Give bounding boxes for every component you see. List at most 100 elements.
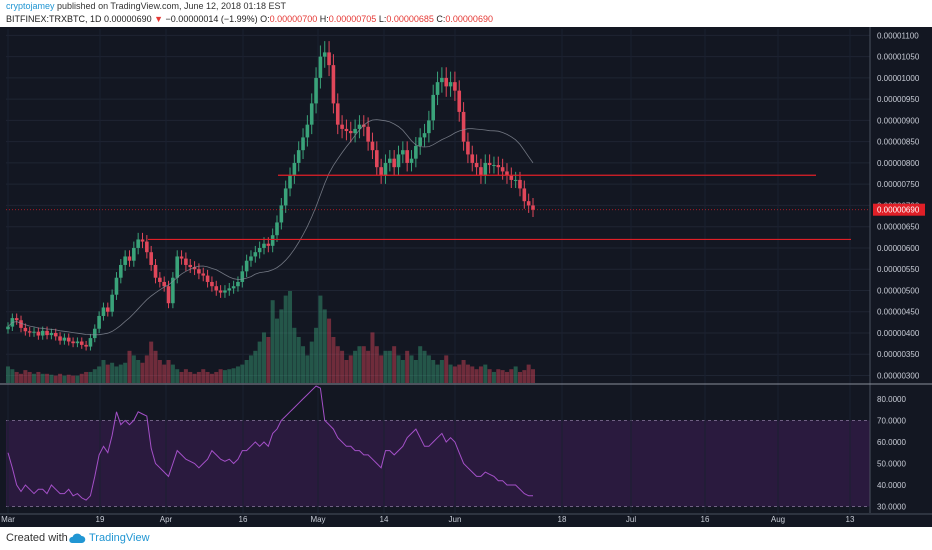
volume-bar — [383, 350, 388, 383]
candle-body — [19, 320, 23, 328]
candle-body — [448, 82, 453, 87]
volume-bar — [23, 370, 28, 383]
candle-body — [444, 77, 449, 87]
volume-bar — [357, 346, 362, 383]
high-value: 0.00000705 — [328, 14, 377, 24]
candle-body — [474, 162, 479, 168]
candle-body — [210, 281, 214, 287]
volume-bar — [387, 350, 392, 383]
volume-bar — [340, 350, 345, 383]
chart-area[interactable]: 0.00001100 0.00001050 0.00001000 0.00000950… — [0, 27, 932, 527]
low-label: L: — [378, 14, 387, 24]
volume-bar — [266, 337, 271, 383]
volume-bar — [314, 327, 319, 383]
price-tick-label: 0.00001100 — [877, 31, 919, 40]
high-label: H: — [319, 14, 329, 24]
volume-bar — [170, 364, 175, 383]
candle-body — [392, 158, 396, 168]
volume-bar — [144, 355, 149, 383]
candle-body — [231, 286, 236, 289]
date-tick-label: 16 — [239, 515, 248, 524]
candle-body — [309, 103, 314, 125]
volume-bar — [413, 360, 418, 383]
candle-body — [175, 256, 180, 278]
date-tick-label: Mar — [1, 515, 15, 524]
candle-body — [110, 294, 114, 312]
price-tick-label: 0.00000450 — [877, 308, 920, 317]
candle-body — [344, 128, 349, 132]
candle-body — [383, 162, 388, 176]
candle-body — [132, 247, 136, 261]
volume-bar — [444, 355, 449, 383]
volume-bar — [261, 332, 266, 383]
volume-bar — [478, 366, 483, 383]
price-tick-label: 0.00000750 — [877, 180, 920, 189]
candle-body — [32, 331, 36, 333]
volume-bar — [71, 375, 76, 383]
candle-body — [62, 337, 67, 341]
rsi-tick-label: 30.0000 — [877, 503, 906, 512]
candle-body — [288, 175, 292, 189]
volume-bar — [526, 364, 531, 383]
open-value: 0.00000700 — [269, 14, 318, 24]
volume-bar — [192, 373, 197, 383]
volume-bar — [97, 366, 102, 383]
candle-body — [253, 252, 258, 257]
candle-body — [470, 154, 475, 163]
publish-line: cryptojamey published on TradingView.com… — [6, 1, 286, 11]
volume-bar — [196, 371, 201, 383]
volume-bar — [474, 369, 479, 383]
price-tick-label: 0.00000850 — [877, 138, 920, 147]
volume-bar — [201, 369, 206, 383]
volume-bar — [470, 366, 475, 383]
candle-body — [75, 341, 80, 344]
volume-bar — [53, 375, 58, 383]
volume-bar — [248, 355, 253, 383]
candle-body — [192, 267, 197, 270]
candle-body — [370, 141, 375, 151]
price-tick-label: 0.00000300 — [877, 371, 920, 380]
volume-bar — [452, 366, 457, 383]
volume-bar — [175, 369, 180, 383]
candle-body — [518, 179, 522, 189]
candle-body — [453, 82, 457, 91]
candle-body — [414, 145, 418, 159]
volume-bar — [84, 371, 89, 383]
volume-bar — [227, 369, 232, 383]
candle-body — [257, 247, 262, 253]
candle-body — [166, 286, 171, 304]
volume-bar — [392, 346, 397, 383]
candle-body — [314, 77, 318, 104]
tradingview-brand[interactable]: TradingView — [89, 532, 150, 544]
candle-body — [205, 275, 210, 282]
volume-bar — [496, 369, 501, 383]
chart-svg[interactable]: 0.00001100 0.00001050 0.00001000 0.00000950… — [0, 27, 932, 527]
author-link[interactable]: cryptojamey — [6, 1, 55, 11]
date-tick-label: 18 — [558, 515, 567, 524]
volume-bar — [75, 375, 80, 383]
candle-body — [466, 141, 470, 155]
volume-bar — [435, 364, 440, 383]
volume-bar — [283, 295, 288, 383]
volume-bar — [318, 295, 323, 383]
volume-bar — [32, 373, 37, 383]
volume-bar — [279, 309, 284, 383]
candle-body — [218, 290, 223, 293]
rsi-tick-label: 80.0000 — [877, 395, 906, 404]
volume-bar — [522, 370, 527, 383]
volume-bar — [431, 360, 436, 383]
rsi-tick-label: 50.0000 — [877, 459, 906, 468]
candle-body — [270, 235, 275, 246]
volume-bar — [288, 291, 293, 383]
candle-body — [149, 252, 153, 265]
volume-bar — [92, 369, 97, 383]
volume-bar — [348, 355, 353, 383]
price-change: −0.00000014 (−1.99%) — [165, 14, 258, 24]
volume-bar — [6, 366, 10, 383]
volume-bar — [231, 368, 236, 383]
candle-body — [84, 344, 88, 347]
candle-body — [331, 65, 336, 104]
volume-bar — [361, 346, 366, 383]
volume-bar — [209, 373, 214, 383]
volume-bar — [79, 373, 84, 383]
